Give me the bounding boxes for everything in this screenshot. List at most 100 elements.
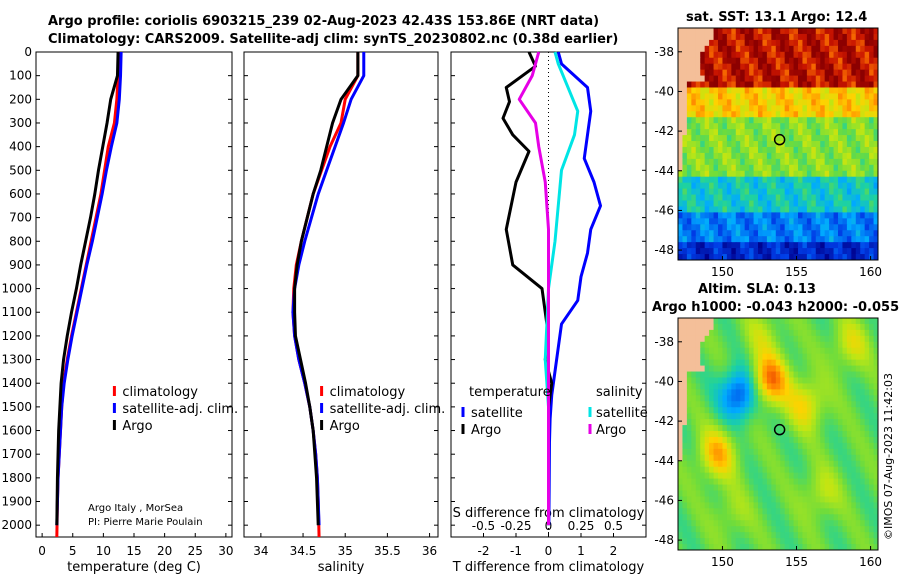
data-cell [686,170,692,178]
data-cell [873,442,878,450]
data-cell [758,188,764,196]
data-cell [802,105,808,112]
data-cell [704,359,710,367]
data-cell [789,57,795,65]
data-cell [749,230,755,237]
data-cell [744,431,750,438]
data-cell [833,236,839,243]
data-cell [846,57,852,65]
data-cell [735,182,741,190]
data-cell [851,63,857,71]
data-cell [811,419,817,426]
land-cell [691,28,697,35]
data-cell [726,329,732,337]
data-cell [709,371,715,379]
data-cell [860,146,866,154]
data-cell [829,236,835,243]
data-cell [815,401,821,408]
data-cell [851,135,857,142]
data-cell [798,33,804,41]
data-cell [749,224,755,231]
data-cell [749,200,755,208]
data-cell [766,347,772,355]
data-cell [762,407,768,414]
data-cell [784,99,790,106]
data-cell [771,242,777,249]
data-cell [780,33,786,41]
data-cell [838,45,844,53]
data-cell [709,389,715,396]
data-cell [806,389,812,396]
data-cell [749,550,754,557]
data-cell [815,436,821,444]
data-cell [833,152,839,160]
data-cell [815,425,821,432]
data-cell [842,490,848,498]
data-cell [860,212,866,219]
data-cell [793,318,799,325]
data-cell [744,508,750,515]
data-cell [704,448,710,456]
data-cell [775,248,781,255]
data-cell [802,383,808,390]
data-cell [855,33,861,41]
data-cell [802,335,808,343]
data-cell [722,188,728,196]
data-cell [758,389,764,396]
data-cell [726,359,732,367]
data-cell [873,526,878,533]
data-cell [784,436,790,444]
data-cell [829,514,835,521]
data-cell [758,152,764,160]
land-cell [682,413,688,420]
land-cell [682,359,688,367]
data-cell [820,111,826,118]
data-cell [824,242,830,249]
data-cell [704,75,710,83]
data-cell [784,87,790,95]
data-cell [864,224,870,231]
data-cell [873,371,878,379]
data-cell [802,63,808,71]
data-cell [798,407,804,414]
data-cell [869,45,875,53]
data-cell [766,318,772,325]
data-cell [789,206,795,214]
data-cell [815,146,821,154]
data-cell [686,377,692,385]
data-cell [762,51,768,59]
data-cell [864,436,870,444]
data-cell [758,401,764,408]
data-cell [846,466,852,474]
data-cell [842,484,848,492]
data-cell [735,454,741,462]
data-cell [740,502,746,509]
data-cell [860,419,866,426]
data-cell [851,51,857,59]
data-cell [740,182,746,190]
data-cell [855,164,861,172]
data-cell [749,442,755,450]
data-cell [793,353,799,361]
data-cell [713,484,719,492]
data-cell [802,413,808,420]
data-cell [700,448,706,456]
data-cell [811,141,817,148]
land-cell [678,99,684,106]
data-cell [722,526,728,533]
data-cell [713,117,719,124]
data-cell [855,99,861,106]
data-cell [704,69,710,77]
data-cell [869,111,875,118]
data-cell [806,514,812,521]
data-cell [749,51,755,59]
data-cell [864,99,870,106]
data-cell [762,341,768,349]
data-cell [686,383,692,390]
data-cell [735,230,741,237]
data-cell [855,353,861,361]
data-cell [766,99,772,106]
data-cell [718,454,724,462]
data-cell [806,200,812,208]
data-cell [833,395,839,402]
